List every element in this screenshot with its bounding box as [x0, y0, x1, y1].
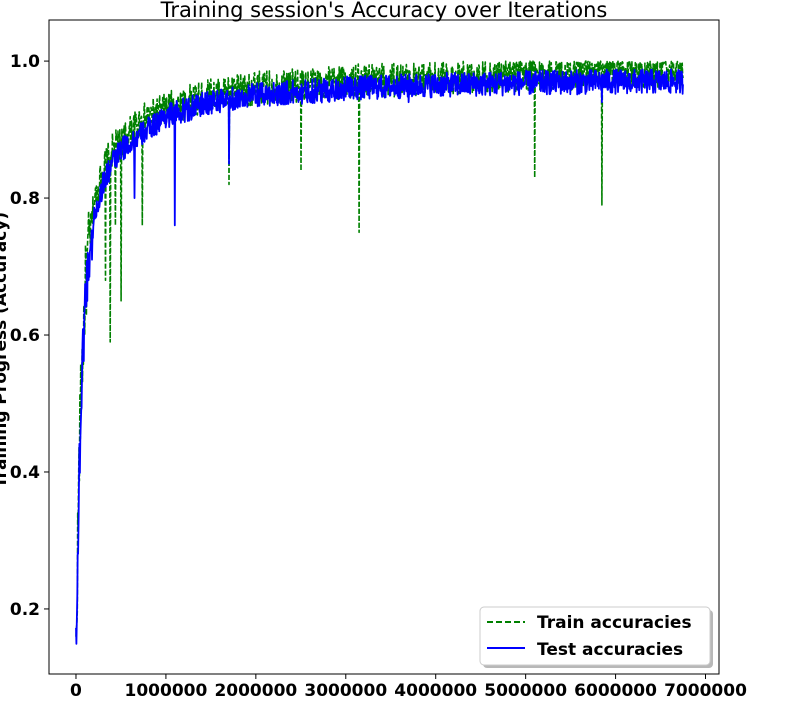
- plot-frame: [48, 19, 720, 675]
- x-tick-label: 7000000: [664, 681, 747, 701]
- chart-title: Training session's Accuracy over Iterati…: [160, 0, 608, 22]
- legend-train-label: Train accuracies: [537, 613, 692, 633]
- test-accuracy-line: [75, 68, 684, 645]
- x-tick-label: 3000000: [304, 681, 387, 701]
- x-tick-label: 5000000: [484, 681, 567, 701]
- x-tick-label: 6000000: [574, 681, 657, 701]
- x-axis: 0 1000000 2000000 3000000 4000000 5000000 6000…: [70, 674, 747, 701]
- y-axis-label: Training Progress (Accuracy): [0, 212, 11, 488]
- x-tick-label: 1000000: [125, 681, 208, 701]
- y-tick-label: 1.0: [10, 52, 40, 72]
- y-tick-label: 0.2: [10, 600, 40, 620]
- legend: Train accuracies Test accuracies: [479, 606, 713, 668]
- legend-box: [479, 606, 711, 666]
- y-axis: 0.2 0.4 0.6 0.8 1.0: [10, 52, 49, 620]
- x-tick-label: 2000000: [214, 681, 297, 701]
- x-tick-label: 0: [70, 681, 82, 701]
- y-tick-label: 0.4: [10, 463, 40, 483]
- y-tick-label: 0.8: [10, 189, 40, 209]
- series-layer: [75, 60, 684, 645]
- y-tick-label: 0.6: [10, 326, 40, 346]
- legend-test-label: Test accuracies: [537, 640, 683, 660]
- x-tick-label: 4000000: [394, 681, 477, 701]
